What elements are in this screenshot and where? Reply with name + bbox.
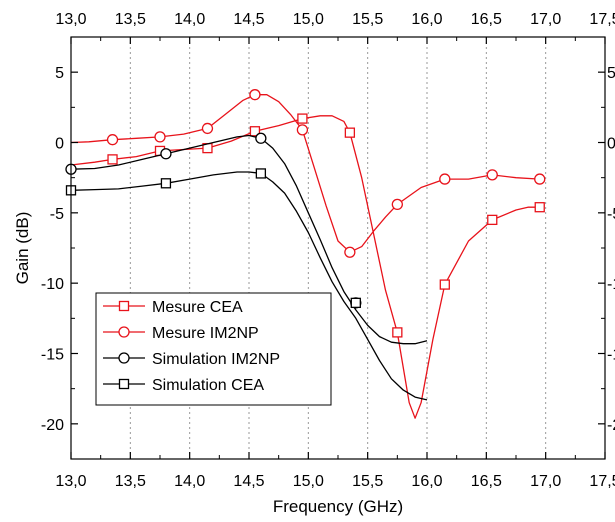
- x-tick-label-top: 16,0: [411, 11, 442, 28]
- legend-label-simulation-cea: Simulation CEA: [152, 377, 264, 394]
- y-tick-label-left: 5: [55, 65, 64, 82]
- series-mesure-im2np: [70, 89, 546, 258]
- y-tick-label-left: -10: [41, 276, 64, 293]
- x-tick-label-top: 13,5: [115, 11, 146, 28]
- x-tick-label-top: 17,0: [530, 11, 561, 28]
- data-point-simulation-cea: [160, 178, 172, 189]
- data-point-mesure-cea: [439, 279, 450, 290]
- data-point-mesure-im2np: [154, 131, 166, 143]
- x-tick-label-bottom: 17,0: [530, 473, 561, 490]
- data-point-mesure-cea: [534, 202, 545, 213]
- legend-marker-simulation-im2np: [118, 352, 130, 364]
- data-point-mesure-im2np: [391, 198, 403, 211]
- data-point-mesure-cea: [249, 126, 261, 137]
- legend-box: [95, 292, 332, 406]
- y-tick-label-left: -20: [41, 417, 64, 434]
- y-tick-label-right: 0: [607, 136, 615, 153]
- y-axis-title: Gain (dB): [13, 212, 32, 285]
- legend: Mesure CEA Mesure IM2NP Simulation IM2NP Si…: [95, 292, 332, 406]
- legend-label-simulation-im2np: Simulation IM2NP: [152, 351, 280, 368]
- data-point-mesure-im2np: [249, 89, 261, 101]
- y-tick-label-right: -20: [607, 417, 615, 434]
- x-tick-label-top: 17,5: [589, 11, 615, 28]
- legend-marker-mesure-im2np: [118, 326, 130, 338]
- data-point-simulation-im2np: [160, 148, 172, 160]
- x-tick-label-bottom: 13,0: [55, 473, 86, 490]
- axis-ticks: 13,0 13,0 13,5 13,5 14,0 14,0 14,5 14,5 15,0 15,0…: [41, 11, 615, 490]
- legend-marker-mesure-cea: [118, 300, 130, 312]
- x-tick-label-bottom: 17,5: [589, 473, 615, 490]
- y-tick-label-right: -5: [607, 206, 615, 223]
- x-tick-label-top: 14,0: [174, 11, 205, 28]
- data-point-mesure-cea: [487, 214, 498, 226]
- x-tick-label-bottom: 15,5: [352, 473, 383, 490]
- x-tick-label-top: 15,0: [293, 11, 324, 28]
- data-point-mesure-im2np: [439, 173, 451, 185]
- series-mesure-cea: [70, 113, 545, 419]
- data-point-mesure-im2np: [201, 122, 214, 135]
- x-tick-label-top: 14,5: [233, 11, 264, 28]
- data-point-simulation-im2np: [255, 132, 267, 144]
- y-tick-label-left: 0: [55, 136, 64, 153]
- data-point-simulation-cea: [255, 168, 267, 179]
- series-line-mesure-im2np: [70, 94, 540, 253]
- x-tick-label-bottom: 16,5: [471, 473, 502, 490]
- data-point-simulation-cea: [350, 297, 361, 309]
- y-tick-label-right: 5: [607, 65, 615, 82]
- data-point-mesure-cea: [297, 113, 308, 124]
- x-axis-title: Frequency (GHz): [273, 497, 403, 516]
- data-point-mesure-im2np: [534, 173, 546, 185]
- x-tick-label-top: 16,5: [471, 11, 502, 28]
- data-point-mesure-cea: [344, 127, 356, 138]
- x-tick-label-bottom: 15,0: [293, 473, 324, 490]
- x-tick-label-bottom: 13,5: [115, 473, 146, 490]
- grid-lines: [129, 37, 547, 459]
- x-tick-label-top: 13,0: [55, 11, 86, 28]
- y-tick-label-left: -15: [41, 347, 64, 364]
- data-point-mesure-im2np: [486, 169, 498, 181]
- legend-marker-simulation-cea: [118, 378, 130, 390]
- x-tick-label-bottom: 14,5: [233, 473, 264, 490]
- y-tick-label-left: -5: [50, 206, 64, 223]
- data-point-mesure-im2np: [106, 134, 119, 146]
- data-point-mesure-im2np: [296, 124, 309, 136]
- y-tick-label-right: -10: [607, 276, 615, 293]
- data-point-mesure-im2np: [344, 246, 356, 258]
- series-layer: [65, 89, 546, 419]
- x-tick-label-bottom: 16,0: [411, 473, 442, 490]
- x-tick-label-top: 15,5: [352, 11, 383, 28]
- legend-label-mesure-im2np: Mesure IM2NP: [152, 325, 259, 342]
- data-point-mesure-cea: [392, 327, 403, 338]
- y-tick-label-right: -15: [607, 347, 615, 364]
- data-point-mesure-cea: [107, 154, 118, 165]
- x-tick-label-bottom: 14,0: [174, 473, 205, 490]
- legend-label-mesure-cea: Mesure CEA: [152, 299, 243, 316]
